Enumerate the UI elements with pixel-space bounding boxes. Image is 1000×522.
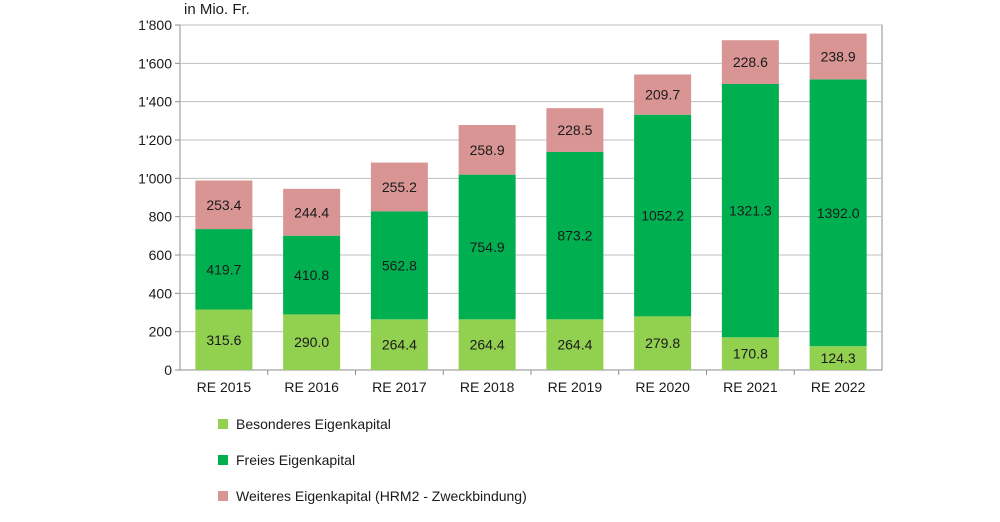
bar-segment [458,174,516,320]
stacked-bar-chart: 0 200 400 600 800 1'000 1'200 1'400 1'600 1'800 31… [138,17,883,395]
bar-value-label: 264.4 [557,337,592,353]
x-category-label: RE 2018 [460,379,515,395]
bar-value-label: 253.4 [206,197,241,213]
bar-value-label: 419.7 [206,261,241,277]
bar-segment [283,188,341,236]
x-category-label: RE 2016 [284,379,339,395]
bar-value-label: 255.2 [382,179,417,195]
y-tick-label: 200 [149,324,173,340]
legend-item-besonderes: Besonderes Eigenkapital [218,414,527,434]
x-category-label: RE 2022 [811,379,866,395]
x-category-label: RE 2020 [635,379,690,395]
bar-value-label: 279.8 [645,335,680,351]
x-category-label: RE 2015 [197,379,252,395]
bar-segment [721,84,779,338]
bar-segment [370,211,428,320]
legend-swatch-weiteres [218,491,228,501]
y-tick-label: 1'200 [138,132,172,148]
y-tick-label: 0 [164,362,172,378]
bar-segment [370,162,428,212]
y-tick-label: 400 [149,285,173,301]
legend-item-freies: Freies Eigenkapital [218,450,527,470]
bar-segment [546,108,604,152]
y-tick-label: 600 [149,247,173,263]
bar-value-label: 290.0 [294,334,329,350]
bar-segment [809,33,867,80]
bar-segment [458,319,516,370]
legend-label-weiteres: Weiteres Eigenkapital (HRM2 - Zweckbindu… [236,488,527,504]
bar-segment [283,235,341,315]
bar-segment [634,114,692,317]
bar-value-label: 170.8 [733,346,768,362]
bar-value-label: 264.4 [382,337,417,353]
bar-value-label: 1392.0 [817,205,860,221]
bar-value-label: 1052.2 [641,208,684,224]
x-category-label: RE 2021 [723,379,778,395]
legend-item-weiteres: Weiteres Eigenkapital (HRM2 - Zweckbindu… [218,486,527,506]
bar-value-label: 228.6 [733,54,768,70]
legend-label-freies: Freies Eigenkapital [236,452,356,468]
bar-segment [721,40,779,85]
legend-swatch-freies [218,455,228,465]
bar-value-label: 258.9 [470,142,505,158]
x-category-label: RE 2019 [548,379,603,395]
y-tick-label: 1'800 [138,17,172,33]
bar-value-label: 410.8 [294,267,329,283]
x-category-label: RE 2017 [372,379,427,395]
y-tick-label: 800 [149,209,173,225]
bar-value-label: 562.8 [382,257,417,273]
bar-segment [546,319,604,370]
bar-segment [721,337,779,370]
bar-value-label: 209.7 [645,87,680,103]
bar-segment [195,180,253,230]
y-tick-label: 1'600 [138,55,172,71]
bar-segment [546,151,604,320]
bar-value-label: 124.3 [821,350,856,366]
bar-segment [195,309,253,370]
bar-value-label: 754.9 [470,239,505,255]
bar-value-label: 244.4 [294,204,329,220]
bar-segment [809,79,867,347]
bar-segment [809,346,867,370]
bar-segment [634,74,692,115]
bar-value-label: 873.2 [557,228,592,244]
y-tick-label: 1'400 [138,94,172,110]
legend: Besonderes Eigenkapital Freies Eigenkapi… [218,414,527,522]
bar-value-label: 1321.3 [729,203,772,219]
bar-value-label: 238.9 [821,48,856,64]
bar-segment [283,314,341,370]
legend-swatch-besonderes [218,419,228,429]
bar-segment [370,319,428,370]
bar-value-label: 264.4 [470,337,505,353]
y-axis-unit-label: in Mio. Fr. [184,1,250,18]
bar-segment [634,316,692,370]
bar-value-label: 228.5 [557,122,592,138]
bar-segment [195,229,253,310]
y-tick-label: 1'000 [138,170,172,186]
bar-value-label: 315.6 [206,332,241,348]
bar-segment [458,125,516,175]
legend-label-besonderes: Besonderes Eigenkapital [236,416,391,432]
